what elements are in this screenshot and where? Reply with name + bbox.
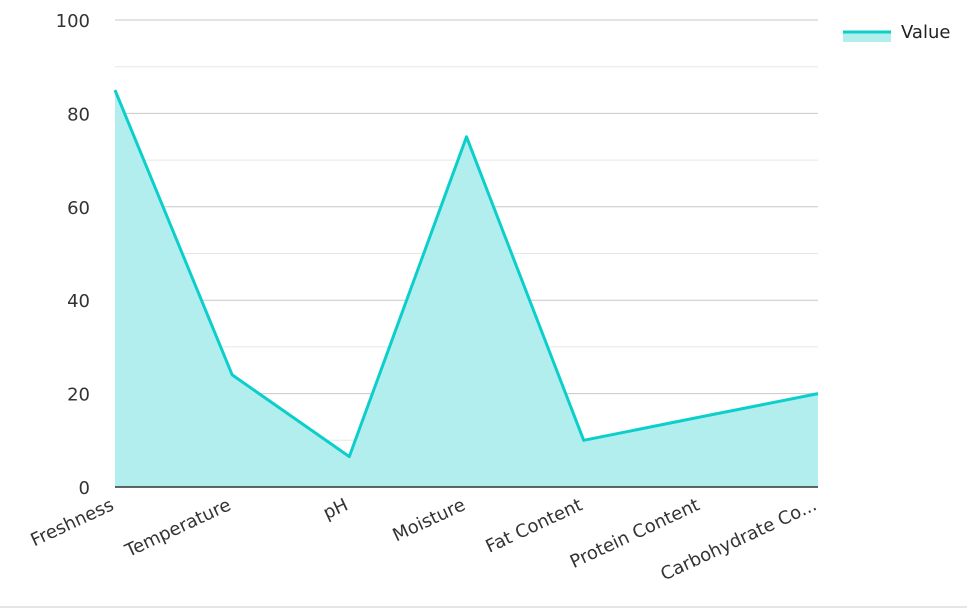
y-tick-label: 100	[56, 11, 90, 32]
y-tick-label: 60	[67, 198, 90, 219]
legend-swatch	[843, 31, 891, 42]
x-tick-label: Moisture	[390, 494, 469, 546]
x-axis-ticks: Freshness Temperature pH Moisture Fat Conten…	[27, 494, 820, 585]
y-axis-ticks: 0 20 40 60 80 100	[56, 11, 90, 499]
y-tick-label: 40	[67, 291, 90, 312]
y-tick-label: 80	[67, 104, 90, 125]
legend-label-value: Value	[901, 22, 950, 43]
x-tick-label: Temperature	[121, 494, 234, 562]
y-tick-label: 20	[67, 385, 90, 406]
y-tick-label: 0	[79, 478, 90, 499]
x-tick-label: Fat Content	[483, 494, 586, 557]
x-tick-label: Freshness	[27, 494, 117, 551]
x-tick-label: pH	[320, 494, 352, 524]
series-line-value	[113, 89, 819, 459]
series-area-value	[115, 90, 818, 487]
legend[interactable]: Value	[843, 22, 950, 43]
